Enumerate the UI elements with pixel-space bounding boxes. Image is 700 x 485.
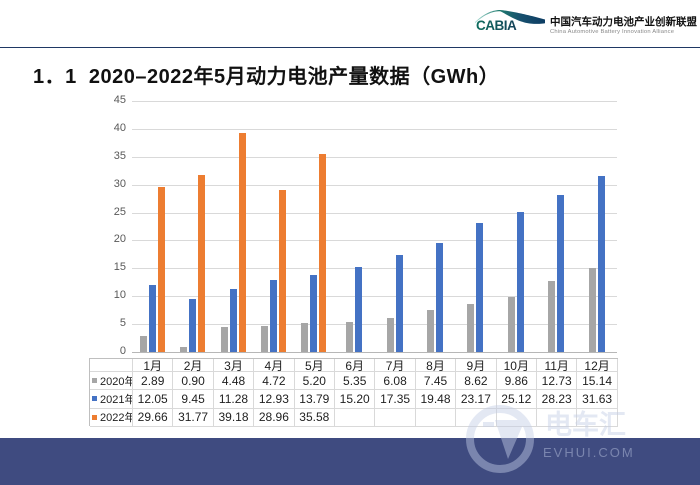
svg-text:CABIA: CABIA <box>476 18 517 33</box>
